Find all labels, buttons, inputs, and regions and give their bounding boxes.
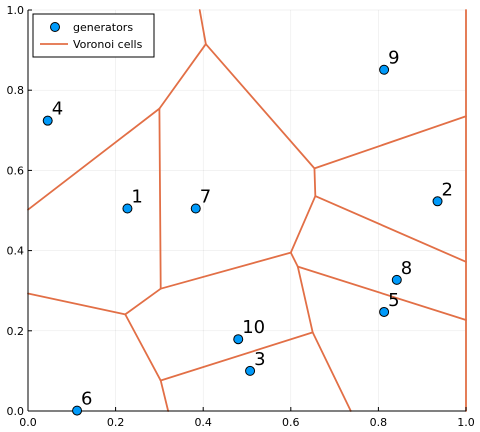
legend-box [32, 13, 155, 58]
point-labels: 1 2 3 4 5 6 7 8 9 10 [52, 48, 453, 410]
voronoi-edge [158, 43, 207, 110]
voronoi-edge [27, 107, 161, 211]
legend-marker-generators [50, 22, 60, 32]
generator-point [379, 64, 390, 75]
point-label: 4 [52, 99, 63, 120]
generator-point [233, 334, 244, 345]
voronoi-edge [124, 313, 162, 382]
legend: generators Voronoi cells [32, 13, 155, 58]
x-tick-label: 1.0 [457, 416, 475, 429]
point-label: 5 [388, 290, 399, 311]
voronoi-edge [289, 195, 317, 254]
voronoi-edge [158, 107, 162, 290]
legend-label-generators: generators [73, 21, 133, 34]
voronoi-edge [159, 251, 292, 290]
point-label: 1 [131, 186, 142, 207]
generator-point [190, 203, 201, 214]
y-tick-label: 0.2 [7, 325, 25, 338]
point-label: 2 [442, 179, 453, 200]
y-tick-label: 0.4 [7, 245, 25, 258]
generator-point [122, 203, 133, 214]
y-tick-label: 0.8 [7, 84, 25, 97]
voronoi-edge [296, 265, 467, 321]
point-label: 8 [401, 258, 412, 279]
x-tick-label: 0.6 [282, 416, 300, 429]
y-tick-label: 0.6 [7, 164, 25, 177]
x-tick-label: 0.0 [19, 416, 37, 429]
y-tick-label: 0.0 [7, 405, 25, 418]
generator-point [391, 274, 402, 285]
voronoi-edge [27, 292, 127, 316]
generator-points [42, 64, 443, 416]
voronoi-edge [159, 331, 314, 382]
grid-lines [27, 9, 467, 412]
point-label: 3 [254, 349, 265, 370]
tick-labels: 0.0 0.2 0.4 0.6 0.8 1.0 0.0 0.2 0.4 0.6 0.8 1.0 [7, 4, 475, 429]
point-label: 9 [388, 48, 399, 69]
point-label: 7 [200, 186, 211, 207]
y-tick-label: 1.0 [7, 4, 25, 17]
voronoi-edge [296, 265, 314, 334]
voronoi-edge [159, 379, 170, 412]
voronoi-edge [124, 287, 162, 316]
generator-point [379, 306, 390, 317]
voronoi-edges [27, 9, 467, 412]
axes [27, 9, 467, 412]
voronoi-edge [204, 43, 316, 170]
generator-point [42, 115, 53, 126]
legend-label-voronoi: Voronoi cells [73, 38, 143, 51]
generator-point [72, 405, 83, 416]
generator-point [245, 365, 256, 376]
point-label: 6 [81, 389, 92, 410]
x-tick-label: 0.2 [107, 416, 125, 429]
generator-point [432, 196, 443, 207]
x-tick-label: 0.8 [370, 416, 388, 429]
voronoi-edge [313, 167, 317, 197]
voronoi-edge [198, 9, 207, 45]
point-label: 10 [242, 317, 265, 338]
x-tick-label: 0.4 [194, 416, 212, 429]
voronoi-edge [313, 115, 467, 170]
voronoi-edge [314, 195, 467, 263]
voronoi-edge [311, 331, 352, 412]
voronoi-edge [289, 251, 299, 268]
